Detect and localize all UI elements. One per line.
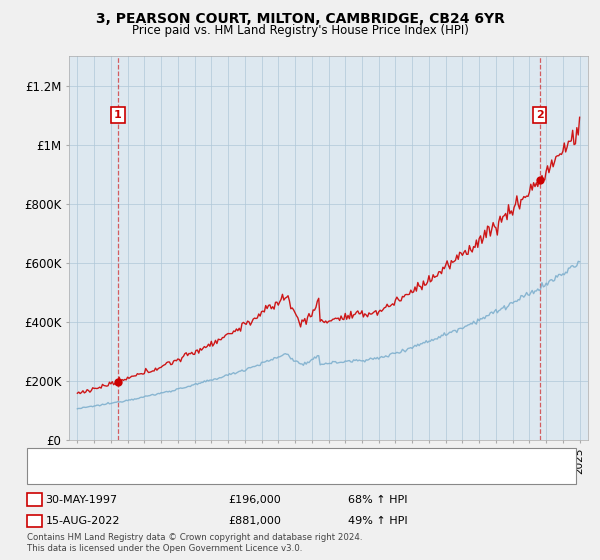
Text: £881,000: £881,000: [228, 516, 281, 526]
Text: 30-MAY-1997: 30-MAY-1997: [46, 494, 118, 505]
Text: Price paid vs. HM Land Registry's House Price Index (HPI): Price paid vs. HM Land Registry's House …: [131, 24, 469, 36]
Text: 2: 2: [31, 516, 38, 526]
Text: HPI: Average price, detached house, South Cambridgeshire: HPI: Average price, detached house, Sout…: [78, 470, 388, 480]
Text: 49% ↑ HPI: 49% ↑ HPI: [348, 516, 407, 526]
Text: 1: 1: [114, 110, 122, 120]
Text: 3, PEARSON COURT, MILTON, CAMBRIDGE, CB24 6YR: 3, PEARSON COURT, MILTON, CAMBRIDGE, CB2…: [95, 12, 505, 26]
Text: 3, PEARSON COURT, MILTON, CAMBRIDGE, CB24 6YR (detached house): 3, PEARSON COURT, MILTON, CAMBRIDGE, CB2…: [78, 453, 448, 463]
Text: 15-AUG-2022: 15-AUG-2022: [46, 516, 120, 526]
Text: Contains HM Land Registry data © Crown copyright and database right 2024.
This d: Contains HM Land Registry data © Crown c…: [27, 533, 362, 553]
Text: 1: 1: [31, 494, 38, 505]
Text: £196,000: £196,000: [228, 494, 281, 505]
Text: 68% ↑ HPI: 68% ↑ HPI: [348, 494, 407, 505]
Text: 2: 2: [536, 110, 544, 120]
